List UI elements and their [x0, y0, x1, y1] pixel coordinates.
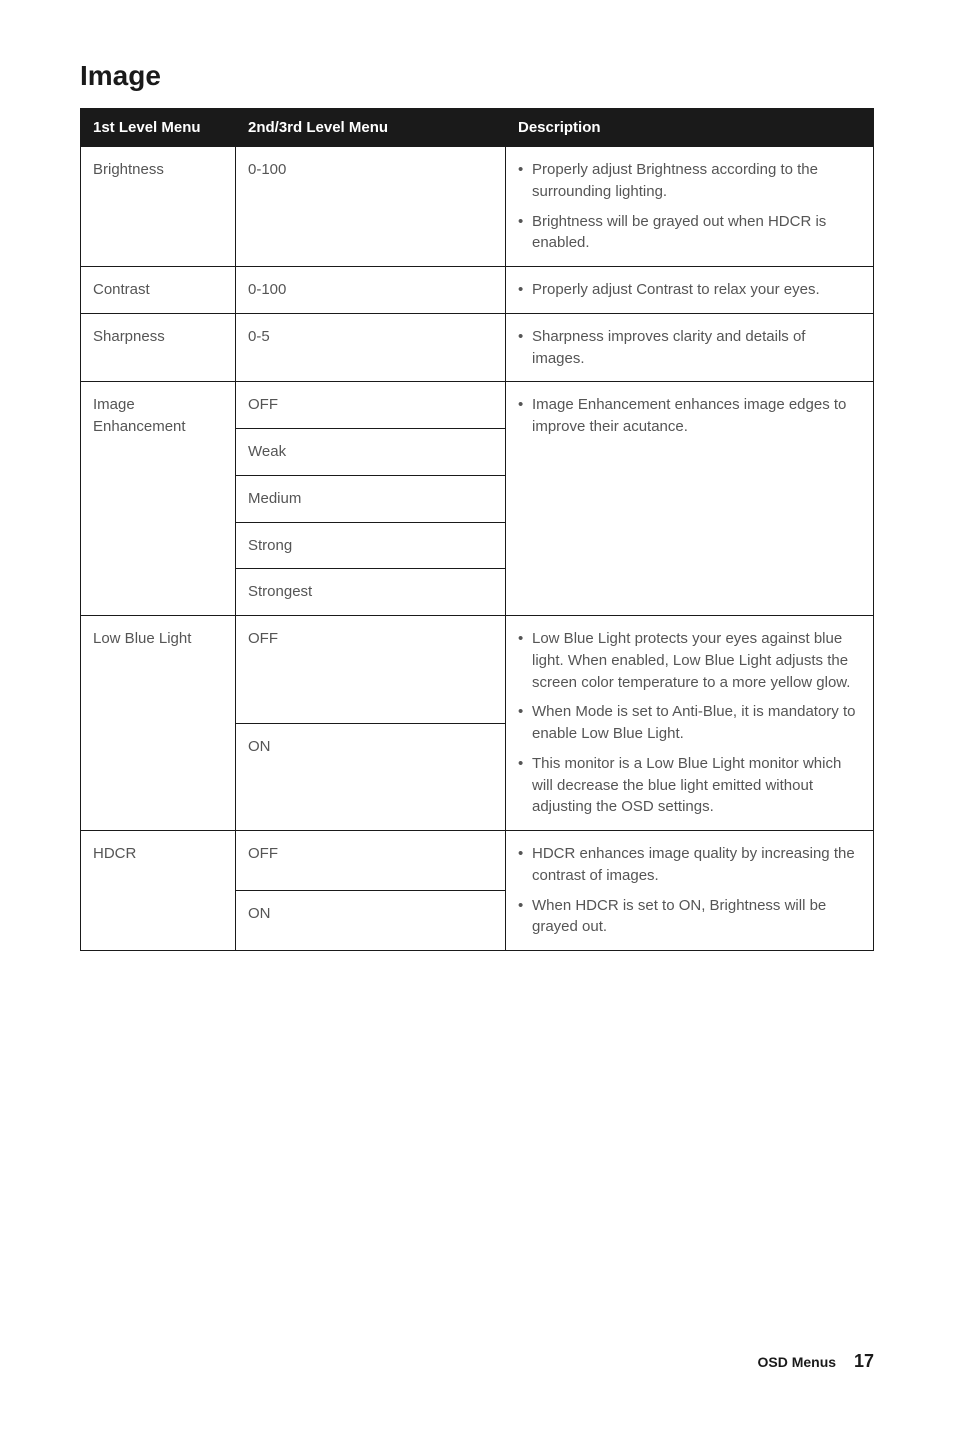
row-sharpness-desc: Sharpness improves clarity and details o… [506, 313, 874, 382]
desc-item: HDCR enhances image quality by increasin… [518, 843, 861, 887]
row-image-enhancement-desc: Image Enhancement enhances image edges t… [506, 382, 874, 616]
footer-section: OSD Menus [758, 1354, 837, 1370]
row-low-blue-light-opt-0: OFF [236, 616, 506, 724]
row-contrast-desc: Properly adjust Contrast to relax your e… [506, 267, 874, 314]
row-image-enhancement-opt-2: Medium [236, 475, 506, 522]
row-brightness-value: 0-100 [236, 147, 506, 267]
row-image-enhancement-label: Image Enhancement [81, 382, 236, 616]
row-low-blue-light-desc: Low Blue Light protects your eyes agains… [506, 616, 874, 831]
desc-item: Low Blue Light protects your eyes agains… [518, 628, 861, 693]
row-hdcr-opt-0: OFF [236, 831, 506, 891]
row-hdcr-opt-1: ON [236, 891, 506, 951]
osd-table: 1st Level Menu 2nd/3rd Level Menu Descri… [80, 108, 874, 951]
row-brightness-label: Brightness [81, 147, 236, 267]
desc-item: Brightness will be grayed out when HDCR … [518, 211, 861, 255]
row-image-enhancement-opt-3: Strong [236, 522, 506, 569]
desc-item: This monitor is a Low Blue Light monitor… [518, 753, 861, 818]
page-footer: OSD Menus 17 [758, 1351, 875, 1372]
row-sharpness-label: Sharpness [81, 313, 236, 382]
row-contrast-value: 0-100 [236, 267, 506, 314]
row-brightness-desc: Properly adjust Brightness according to … [506, 147, 874, 267]
row-hdcr-label: HDCR [81, 831, 236, 951]
desc-item: Image Enhancement enhances image edges t… [518, 394, 861, 438]
row-hdcr-desc: HDCR enhances image quality by increasin… [506, 831, 874, 951]
row-contrast-label: Contrast [81, 267, 236, 314]
page-title: Image [80, 60, 874, 92]
row-image-enhancement-opt-1: Weak [236, 429, 506, 476]
row-low-blue-light-opt-1: ON [236, 723, 506, 831]
col-header-3: Description [506, 109, 874, 147]
desc-item: When Mode is set to Anti-Blue, it is man… [518, 701, 861, 745]
desc-item: When HDCR is set to ON, Brightness will … [518, 895, 861, 939]
row-image-enhancement-opt-0: OFF [236, 382, 506, 429]
col-header-1: 1st Level Menu [81, 109, 236, 147]
desc-item: Properly adjust Brightness according to … [518, 159, 861, 203]
desc-item: Sharpness improves clarity and details o… [518, 326, 861, 370]
footer-page-number: 17 [854, 1351, 874, 1371]
row-sharpness-value: 0-5 [236, 313, 506, 382]
col-header-2: 2nd/3rd Level Menu [236, 109, 506, 147]
row-low-blue-light-label: Low Blue Light [81, 616, 236, 831]
row-image-enhancement-opt-4: Strongest [236, 569, 506, 616]
desc-item: Properly adjust Contrast to relax your e… [518, 279, 861, 301]
